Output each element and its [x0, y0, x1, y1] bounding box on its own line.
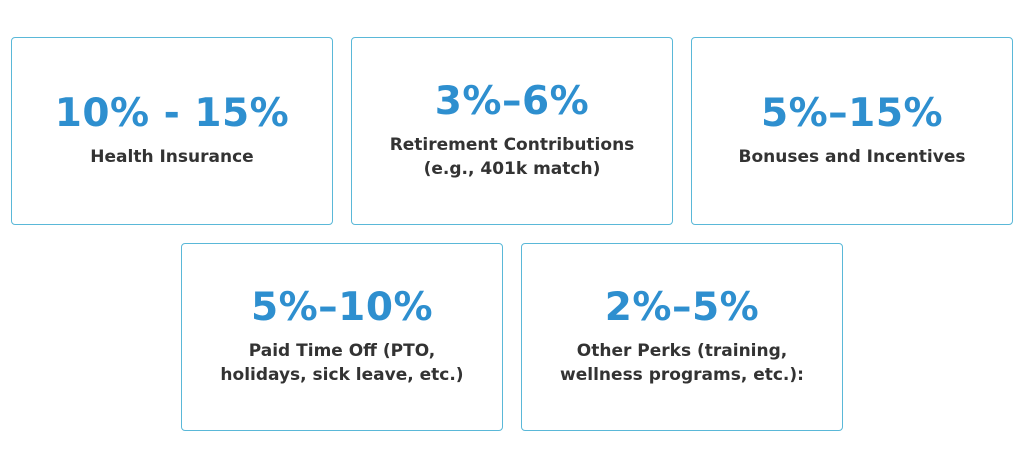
card-label: Bonuses and Incentives [738, 147, 966, 168]
card-value: 2%–5% [604, 284, 760, 330]
benefit-card: 10% - 15% Health Insurance [11, 37, 333, 225]
card-label: holidays, sick leave, etc.) [220, 365, 464, 386]
card-label: wellness programs, etc.): [560, 365, 804, 386]
card-label: Other Perks (training, [576, 341, 788, 362]
benefit-card: 5%–10% Paid Time Off (PTO, holidays, sick … [181, 243, 503, 431]
card-label: Retirement Contributions [389, 135, 635, 156]
card-value: 10% - 15% [54, 90, 290, 136]
benefit-card: 3%–6% Retirement Contributions (e.g., 401k… [351, 37, 673, 225]
benefit-card: 2%–5% Other Perks (training, wellness prog… [521, 243, 843, 431]
benefit-card: 5%–15% Bonuses and Incentives [691, 37, 1013, 225]
card-value: 3%–6% [434, 78, 590, 124]
card-label: Paid Time Off (PTO, [248, 341, 436, 362]
card-label: Health Insurance [90, 147, 254, 168]
card-label: (e.g., 401k match) [423, 159, 601, 180]
card-value: 5%–10% [250, 284, 434, 330]
card-value: 5%–15% [760, 90, 944, 136]
